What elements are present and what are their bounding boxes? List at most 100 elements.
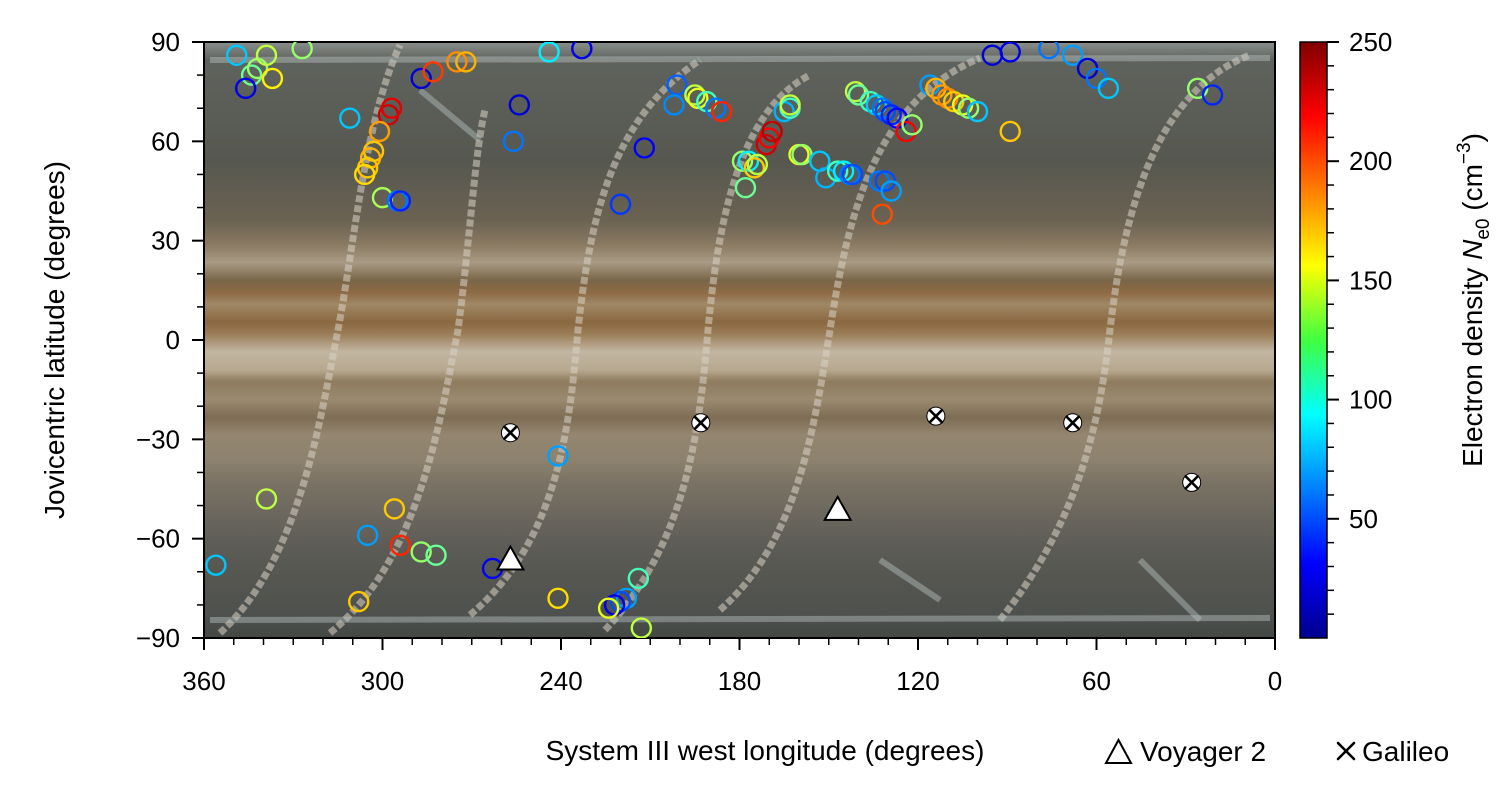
density-point [425, 544, 447, 566]
y-tick-label: 30 [151, 226, 180, 256]
x-tick-label: 180 [718, 666, 761, 696]
colorbar-tick-label: 50 [1349, 504, 1378, 534]
density-point [502, 130, 525, 153]
density-point [291, 42, 313, 60]
legend-voyager-label: Voyager 2 [1140, 736, 1266, 767]
density-point [356, 524, 379, 547]
density-point [410, 67, 432, 90]
density-point [743, 157, 766, 179]
y-tick-label: −60 [136, 524, 180, 554]
density-point [666, 74, 688, 96]
x-tick-label: 300 [361, 666, 404, 696]
density-point [597, 597, 620, 619]
planet-map [204, 42, 1275, 638]
legend-triangle-icon [1104, 737, 1133, 764]
galileo-point [693, 415, 709, 431]
density-point [999, 42, 1021, 63]
colorbar-tick-label: 150 [1349, 265, 1392, 295]
density-point [609, 193, 632, 215]
density-point [871, 203, 893, 225]
density-point [368, 120, 391, 143]
colorbar-title-prefix: Electron density [1457, 260, 1488, 467]
density-point [630, 617, 653, 638]
colorbar-title-symbol: N [1457, 239, 1488, 260]
y-tick-label: −30 [136, 424, 180, 454]
density-point [710, 100, 733, 123]
density-point [966, 100, 989, 123]
density-point [687, 87, 709, 109]
density-point [410, 541, 432, 563]
density-point [731, 150, 754, 172]
density-point [571, 42, 593, 60]
density-point [684, 84, 706, 106]
density-point [389, 534, 412, 556]
x-tick-label: 240 [539, 666, 582, 696]
colorbar-title-unit-exp: −3 [1454, 142, 1475, 164]
colorbar-title-subscript: e0 [1473, 219, 1494, 240]
density-point [734, 176, 757, 199]
density-point [895, 120, 917, 143]
x-tick-label: 360 [182, 666, 225, 696]
galileo-point [1065, 415, 1080, 431]
density-point [746, 153, 769, 176]
galileo-point [1184, 475, 1199, 490]
colorbar-bar [1299, 41, 1328, 639]
legend-x-icon [1336, 741, 1356, 761]
voyager-point [495, 544, 526, 571]
auroral-dashes [209, 55, 1271, 623]
density-point [234, 77, 257, 100]
density-point [1097, 77, 1120, 100]
footprint-track [602, 71, 812, 633]
density-point [389, 190, 412, 212]
density-point [255, 44, 278, 66]
voyager-point [822, 494, 853, 521]
density-point [339, 107, 361, 129]
density-point [255, 488, 278, 510]
density-point [240, 64, 263, 86]
footprint-track [467, 57, 702, 618]
auroral-dash [209, 55, 1271, 63]
density-point [633, 137, 655, 159]
colorbar-tick-label: 200 [1349, 146, 1392, 176]
density-point [844, 80, 867, 103]
density-point [380, 97, 403, 119]
density-point [538, 42, 560, 63]
legend: Voyager 2 Galileo [1104, 736, 1449, 767]
auroral-dash [209, 615, 1271, 623]
colorbar-tick-label: 100 [1349, 385, 1392, 415]
colorbar-tick-label: 250 [1349, 27, 1392, 57]
x-tick-label: 60 [1082, 666, 1111, 696]
density-point [446, 51, 468, 73]
footprint-track [997, 51, 1252, 623]
density-point [1201, 84, 1224, 106]
y-axis-title: Jovicentric latitude (degrees) [39, 161, 70, 519]
galileo-point [503, 425, 518, 441]
density-point [779, 94, 801, 116]
density-point [226, 44, 248, 66]
density-point [847, 84, 870, 106]
y-tick-label: 90 [151, 27, 180, 57]
markers [205, 42, 1224, 638]
density-point [547, 587, 569, 609]
x-tick-label: 120 [896, 666, 939, 696]
auroral-dash [1137, 557, 1203, 623]
legend-galileo-label: Galileo [1362, 736, 1449, 767]
x-axis-title: System III west longitude (degrees) [546, 735, 985, 766]
density-point [353, 163, 376, 186]
density-point [627, 567, 650, 590]
density-point [826, 160, 849, 182]
auroral-dash [878, 557, 942, 603]
auroral-dash [418, 87, 482, 143]
y-tick-label: 0 [166, 325, 180, 355]
density-point [422, 61, 444, 83]
density-point [508, 94, 531, 116]
plot-background [204, 42, 1275, 638]
density-point [841, 163, 864, 186]
footprint-track [217, 43, 404, 636]
colorbar-title-unit-close: ) [1457, 133, 1488, 142]
density-point [663, 94, 685, 116]
y-tick-label: −90 [136, 623, 180, 653]
colorbar-title-unit-open: (cm [1457, 164, 1488, 218]
density-point [455, 51, 477, 73]
